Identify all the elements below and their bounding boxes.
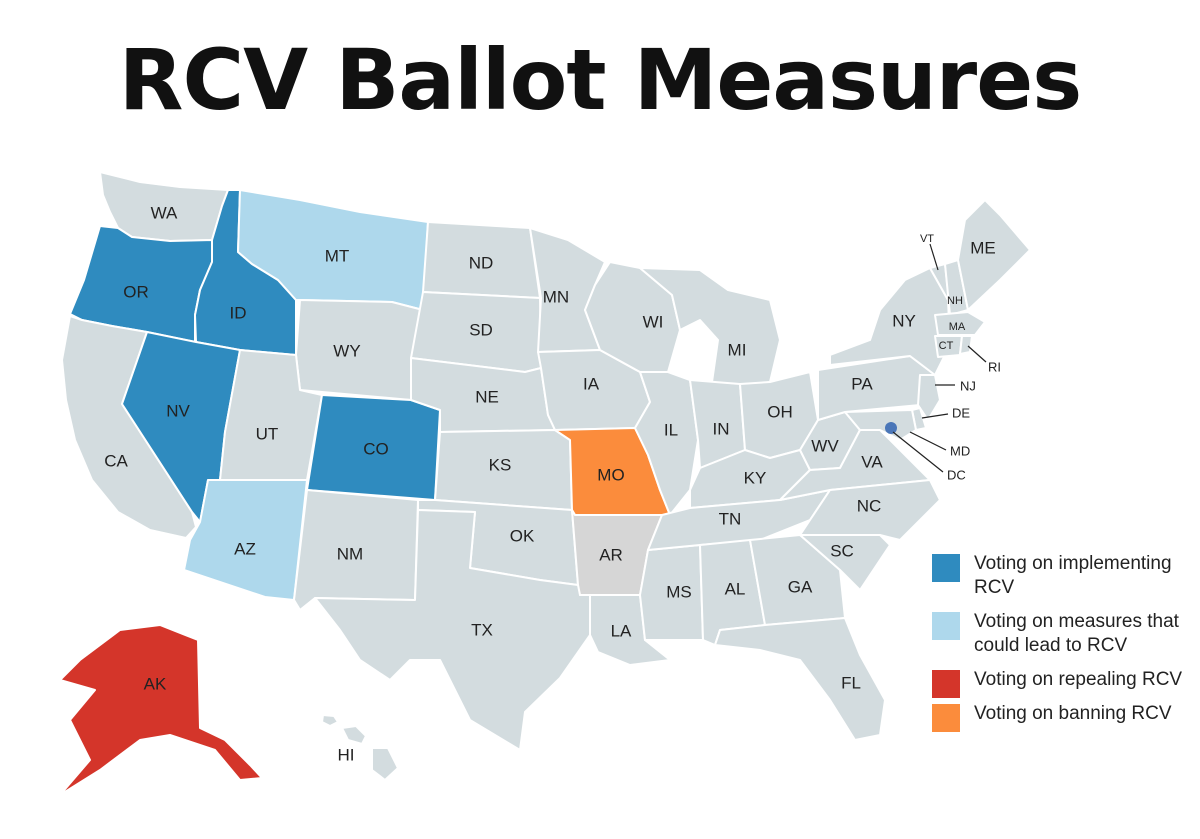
legend-label-banning: Voting on banning RCV bbox=[974, 703, 1172, 724]
label-mo: MO bbox=[597, 465, 624, 484]
label-wi: WI bbox=[643, 312, 664, 331]
label-ky: KY bbox=[744, 468, 767, 487]
leader-de bbox=[921, 413, 949, 419]
label-ks: KS bbox=[489, 455, 512, 474]
state-ri bbox=[959, 335, 973, 355]
label-nv: NV bbox=[166, 401, 190, 420]
state-ny bbox=[829, 267, 951, 376]
label-oh: OH bbox=[767, 402, 793, 421]
state-tx bbox=[314, 509, 591, 751]
label-dc: DC bbox=[947, 467, 966, 482]
state-fl bbox=[714, 617, 886, 741]
label-fl: FL bbox=[841, 673, 861, 692]
state-nc bbox=[799, 479, 941, 541]
label-mi: MI bbox=[728, 340, 747, 359]
label-ut: UT bbox=[256, 424, 279, 443]
label-nc: NC bbox=[857, 496, 882, 515]
state-md bbox=[844, 409, 917, 441]
legend-label-measures: Voting on measures that could lead to RC… bbox=[974, 611, 1179, 656]
label-wa: WA bbox=[151, 203, 178, 222]
label-hi: HI bbox=[338, 745, 355, 764]
state-ga bbox=[749, 534, 846, 626]
legend-swatch-repealing bbox=[932, 670, 960, 698]
label-ri: RI bbox=[988, 359, 1001, 374]
label-de: DE bbox=[952, 405, 970, 420]
label-ok: OK bbox=[510, 526, 535, 545]
state-ak bbox=[59, 624, 263, 796]
label-or: OR bbox=[123, 282, 149, 301]
state-wi bbox=[584, 261, 681, 373]
legend-label-repealing: Voting on repealing RCV bbox=[974, 669, 1183, 690]
legend-swatch-measures bbox=[932, 612, 960, 640]
state-hi-islands bbox=[341, 725, 367, 745]
state-hi-big-island bbox=[371, 747, 399, 781]
label-mt: MT bbox=[325, 246, 350, 265]
label-wy: WY bbox=[333, 341, 360, 360]
label-ct: CT bbox=[939, 340, 954, 352]
state-dc bbox=[885, 422, 897, 434]
label-al: AL bbox=[725, 579, 746, 598]
legend-item-repealing: Voting on repealing RCV bbox=[932, 668, 1194, 698]
leader-ri bbox=[967, 345, 987, 363]
state-me bbox=[957, 199, 1031, 311]
label-tn: TN bbox=[719, 509, 742, 528]
label-pa: PA bbox=[851, 374, 873, 393]
label-va: VA bbox=[861, 452, 883, 471]
label-nm: NM bbox=[337, 544, 363, 563]
label-ar: AR bbox=[599, 545, 623, 564]
state-nj bbox=[917, 374, 941, 421]
leader-md bbox=[909, 431, 947, 451]
legend-item-measures: Voting on measures that could lead to RC… bbox=[932, 610, 1194, 658]
legend-item-banning: Voting on banning RCV bbox=[932, 702, 1194, 732]
state-hi bbox=[321, 714, 339, 727]
legend-swatch-banning bbox=[932, 704, 960, 732]
label-ne: NE bbox=[475, 387, 499, 406]
label-nh: NH bbox=[947, 295, 963, 307]
label-id: ID bbox=[230, 303, 247, 322]
legend-swatch-implementing bbox=[932, 554, 960, 582]
label-ia: IA bbox=[583, 374, 600, 393]
legend: Voting on implementing RCV Voting on mea… bbox=[932, 552, 1194, 736]
legend-item-implementing: Voting on implementing RCV bbox=[932, 552, 1194, 600]
label-az: AZ bbox=[234, 539, 256, 558]
label-nj: NJ bbox=[960, 378, 976, 393]
map-title: RCV Ballot Measures bbox=[118, 31, 1082, 129]
label-ms: MS bbox=[666, 582, 692, 601]
label-ny: NY bbox=[892, 311, 916, 330]
label-me: ME bbox=[970, 238, 996, 257]
label-la: LA bbox=[611, 621, 632, 640]
label-ma: MA bbox=[949, 321, 966, 333]
label-co: CO bbox=[363, 439, 389, 458]
legend-label-implementing: Voting on implementing RCV bbox=[974, 553, 1172, 598]
label-nd: ND bbox=[469, 253, 494, 272]
label-ga: GA bbox=[788, 577, 813, 596]
label-wv: WV bbox=[811, 436, 839, 455]
label-ak: AK bbox=[144, 674, 167, 693]
label-ca: CA bbox=[104, 451, 128, 470]
leader-vt bbox=[929, 243, 939, 271]
label-tx: TX bbox=[471, 620, 493, 639]
label-sc: SC bbox=[830, 541, 854, 560]
label-mn: MN bbox=[543, 287, 569, 306]
state-ca bbox=[61, 315, 197, 539]
label-md: MD bbox=[950, 443, 970, 458]
state-ma bbox=[934, 311, 986, 336]
label-vt: VT bbox=[920, 233, 934, 245]
state-sc bbox=[799, 534, 891, 591]
label-il: IL bbox=[664, 420, 678, 439]
label-sd: SD bbox=[469, 320, 493, 339]
label-in: IN bbox=[713, 419, 730, 438]
leader-dc bbox=[892, 431, 944, 473]
